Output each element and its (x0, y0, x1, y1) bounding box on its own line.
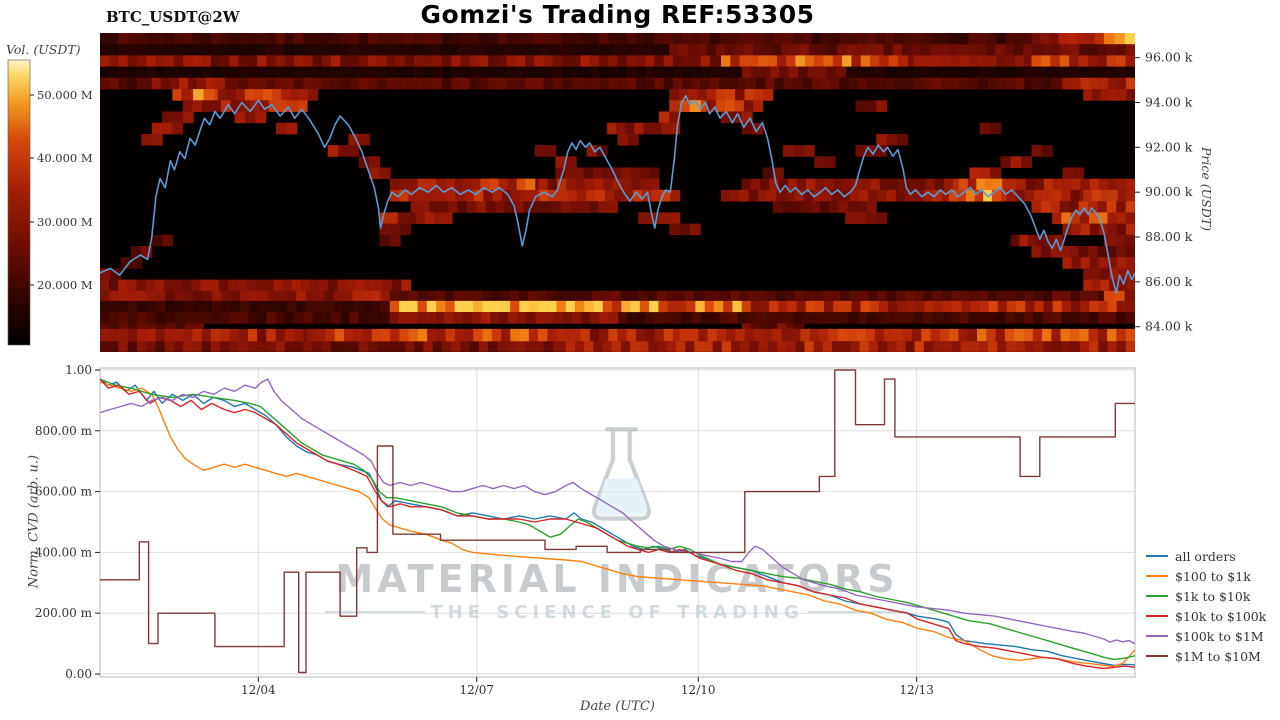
svg-text:400.00 m: 400.00 m (35, 545, 93, 559)
svg-text:800.00 m: 800.00 m (35, 424, 93, 438)
legend-swatch (1146, 615, 1168, 617)
svg-text:200.00 m: 200.00 m (35, 606, 93, 620)
svg-text:30.000 M: 30.000 M (37, 215, 93, 229)
price-line (100, 95, 1135, 294)
series--100-to-1k (100, 381, 1135, 668)
svg-text:96.00 k: 96.00 k (1145, 50, 1193, 65)
svg-text:20.000 M: 20.000 M (37, 278, 93, 292)
legend-item--100k-to-1m[interactable]: $100k to $1M (1146, 626, 1266, 646)
legend-label: $1M to $10M (1175, 648, 1261, 664)
legend-swatch (1146, 575, 1168, 577)
legend-item--1k-to-10k[interactable]: $1k to $10k (1146, 586, 1266, 606)
svg-text:84.00 k: 84.00 k (1145, 319, 1193, 334)
watermark-line2: THE SCIENCE OF TRADING (430, 602, 803, 623)
legend-label: $100k to $1M (1175, 628, 1264, 644)
price-axis: 96.00 k 94.00 k 92.00 k 90.00 k 88.00 k 86.00… (1135, 50, 1193, 334)
legend-swatch (1146, 655, 1168, 657)
series--1m-to-10m (100, 369, 1135, 674)
series-all-orders (100, 378, 1135, 667)
svg-text:12/04: 12/04 (241, 683, 276, 697)
legend-label: $100 to $1k (1175, 568, 1251, 584)
colorbar-axis-title: Vol. (USDT) (6, 42, 81, 57)
svg-text:12/13: 12/13 (899, 683, 934, 697)
series--10k-to-100k (100, 378, 1135, 670)
legend-swatch (1146, 595, 1168, 597)
legend-label: $10k to $100k (1175, 608, 1267, 624)
legend-item--10k-to-100k[interactable]: $10k to $100k (1146, 606, 1266, 626)
symbol-label: BTC_USDT@2W (106, 8, 240, 26)
svg-text:0.00: 0.00 (65, 667, 92, 681)
svg-text:40.000 M: 40.000 M (37, 151, 93, 165)
legend-item--100-to-1k[interactable]: $100 to $1k (1146, 566, 1266, 586)
svg-text:86.00 k: 86.00 k (1145, 274, 1193, 289)
svg-text:12/10: 12/10 (681, 683, 716, 697)
legend-item--1m-to-10m[interactable]: $1M to $10M (1146, 646, 1266, 666)
legend-swatch (1146, 635, 1168, 637)
legend-swatch (1146, 555, 1168, 557)
watermark-line1: MATERIAL INDICATORS (335, 557, 898, 601)
legend-label: $1k to $10k (1175, 588, 1251, 604)
flask-icon (591, 427, 651, 521)
legend: all orders $100 to $1k $1k to $10k $10k to … (1146, 546, 1266, 666)
svg-text:1.00: 1.00 (65, 363, 92, 377)
svg-text:92.00 k: 92.00 k (1145, 139, 1193, 154)
svg-text:50.000 M: 50.000 M (37, 88, 93, 102)
page-title: Gomzi's Trading REF:53305 (420, 0, 815, 29)
cvd-axis-title: Norm. CVD (arb. u.) (26, 454, 42, 589)
legend-label: all orders (1175, 548, 1236, 564)
svg-text:90.00 k: 90.00 k (1145, 184, 1193, 199)
price-axis-title: Price (USDT) (1199, 147, 1214, 231)
series--100k-to-1m (100, 378, 1135, 645)
series--1k-to-10k (100, 378, 1135, 661)
svg-text:94.00 k: 94.00 k (1145, 95, 1193, 110)
svg-text:600.00 m: 600.00 m (35, 485, 93, 499)
volume-colorbar: 50.000 M 40.000 M 30.000 M 20.000 M (7, 59, 93, 346)
date-axis-title: Date (UTC) (580, 699, 655, 714)
heatmap-plot-area[interactable] (100, 32, 1136, 352)
svg-text:88.00 k: 88.00 k (1145, 229, 1193, 244)
svg-text:12/07: 12/07 (459, 683, 494, 697)
legend-item-all-orders[interactable]: all orders (1146, 546, 1266, 566)
cvd-axes: 0.00 200.00 m 400.00 m 600.00 m 800.00 m 1.00… (35, 363, 934, 697)
